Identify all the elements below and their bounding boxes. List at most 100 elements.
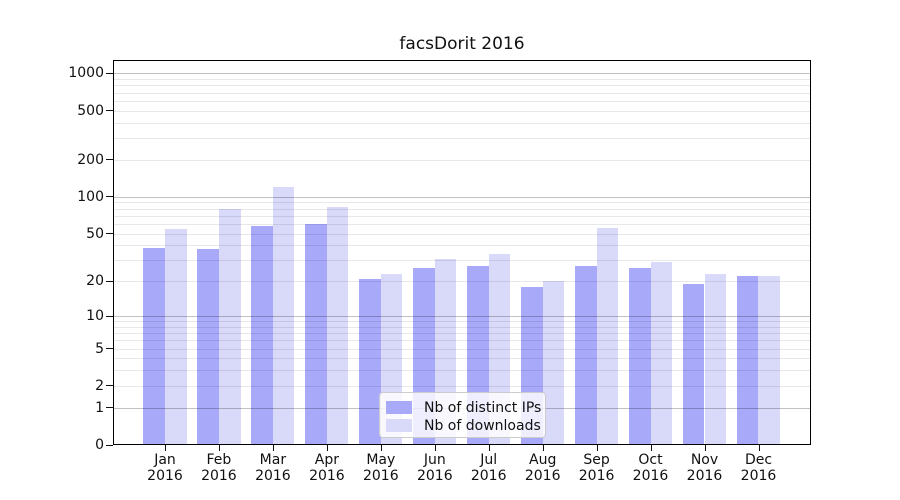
y-tick-label-50: 50 (86, 225, 104, 242)
x-tick-label-jul: Jul 2016 (470, 452, 507, 484)
y-tick-mark (106, 280, 113, 282)
y-tick-mark (106, 444, 113, 446)
y-tick-mark (106, 196, 113, 198)
bar-distinct-ips-sep (575, 265, 597, 445)
y-tick-label-100: 100 (77, 188, 104, 205)
y-tick-mark (106, 407, 113, 409)
minor-gridline-70 (113, 215, 811, 217)
legend-label-distinct-ips: Nb of distinct IPs (424, 399, 542, 416)
minor-gridline-900 (113, 79, 811, 80)
y-tick-label-20: 20 (86, 273, 104, 290)
minor-gridline-80 (113, 208, 811, 210)
x-tick-mark (596, 445, 598, 451)
y-tick-label-0: 0 (95, 437, 104, 453)
bar-downloads-feb (218, 208, 241, 445)
x-tick-label-nov: Nov 2016 (686, 452, 723, 484)
x-tick-label-dec: Dec 2016 (740, 452, 777, 484)
bar-downloads-nov (704, 274, 727, 445)
minor-gridline-600 (113, 100, 811, 102)
minor-gridline-300 (113, 138, 811, 139)
minor-gridline-700 (113, 92, 811, 94)
bar-downloads-apr (326, 206, 349, 445)
legend: Nb of distinct IPs Nb of downloads (379, 392, 546, 438)
legend-label-downloads: Nb of downloads (424, 417, 541, 434)
bar-downloads-mar (272, 187, 295, 445)
legend-item-distinct-ips: Nb of distinct IPs (386, 399, 545, 416)
x-tick-label-sep: Sep 2016 (578, 452, 615, 484)
y-tick-label-200: 200 (77, 151, 104, 168)
legend-swatch-distinct-ips (386, 401, 412, 414)
x-tick-mark (434, 445, 436, 451)
x-tick-mark (542, 445, 544, 451)
bar-distinct-ips-oct (628, 267, 651, 445)
legend-swatch-downloads (386, 419, 412, 432)
y-tick-label-500: 500 (77, 102, 104, 119)
minor-gridline-6 (113, 340, 811, 342)
minor-gridline-4 (113, 358, 811, 360)
x-tick-mark (165, 445, 166, 451)
y-tick-mark (106, 348, 113, 350)
y-tick-mark (106, 110, 113, 111)
minor-gridline-50 (113, 233, 811, 235)
major-gridline-1000 (113, 73, 811, 75)
y-tick-mark (106, 233, 113, 234)
bar-downloads-sep (596, 228, 619, 445)
minor-gridline-7 (113, 333, 811, 335)
x-tick-mark (758, 445, 760, 451)
plot-area (113, 60, 811, 445)
bar-distinct-ips-feb (197, 249, 219, 445)
bar-downloads-dec (758, 276, 781, 445)
bar-distinct-ips-may (359, 278, 381, 445)
x-tick-mark (272, 445, 274, 451)
x-tick-label-may: May 2016 (362, 452, 399, 484)
bar-distinct-ips-dec (736, 276, 759, 445)
y-tick-label-1000: 1000 (68, 65, 104, 82)
minor-gridline-400 (113, 122, 811, 124)
minor-gridline-5 (113, 348, 811, 350)
minor-gridline-60 (113, 223, 811, 225)
y-tick-label-1: 1 (95, 399, 104, 416)
minor-gridline-800 (113, 85, 811, 87)
x-tick-mark (326, 445, 328, 451)
chart-title: facsDorit 2016 (399, 34, 525, 54)
bar-distinct-ips-nov (682, 283, 705, 445)
y-tick-label-2: 2 (95, 377, 104, 394)
minor-gridline-2 (113, 385, 811, 387)
minor-gridline-40 (113, 245, 811, 247)
x-tick-mark (218, 445, 220, 451)
bar-distinct-ips-apr (305, 223, 327, 445)
x-tick-label-feb: Feb 2016 (201, 452, 237, 484)
minor-gridline-200 (113, 159, 811, 161)
minor-gridline-20 (113, 281, 811, 283)
x-tick-label-apr: Apr 2016 (309, 452, 345, 484)
minor-gridline-8 (113, 326, 811, 328)
x-tick-mark (488, 445, 490, 451)
x-tick-mark (380, 445, 382, 451)
minor-gridline-9 (113, 321, 811, 323)
legend-item-downloads: Nb of downloads (386, 417, 545, 434)
minor-gridline-3 (113, 370, 811, 372)
x-tick-label-aug: Aug 2016 (524, 452, 561, 484)
bar-distinct-ips-jan (143, 247, 165, 445)
x-tick-label-jun: Jun 2016 (416, 452, 453, 484)
minor-gridline-90 (113, 202, 811, 204)
x-tick-label-oct: Oct 2016 (632, 452, 669, 484)
y-tick-mark (106, 385, 113, 387)
y-tick-mark (106, 159, 113, 161)
bar-downloads-oct (650, 262, 673, 445)
minor-gridline-30 (113, 260, 811, 262)
major-gridline-100 (113, 196, 811, 198)
bar-downloads-jan (165, 229, 187, 445)
minor-gridline-500 (113, 110, 811, 112)
x-tick-label-jan: Jan 2016 (147, 452, 183, 484)
y-tick-label-5: 5 (95, 340, 104, 357)
grid-layer (113, 60, 811, 445)
y-tick-mark (106, 72, 113, 74)
bar-distinct-ips-mar (251, 225, 273, 445)
x-tick-label-mar: Mar 2016 (255, 452, 291, 484)
y-tick-label-10: 10 (86, 308, 104, 324)
bar-downloads-aug (542, 281, 565, 445)
y-tick-mark (106, 315, 113, 317)
major-gridline-10 (113, 316, 811, 317)
